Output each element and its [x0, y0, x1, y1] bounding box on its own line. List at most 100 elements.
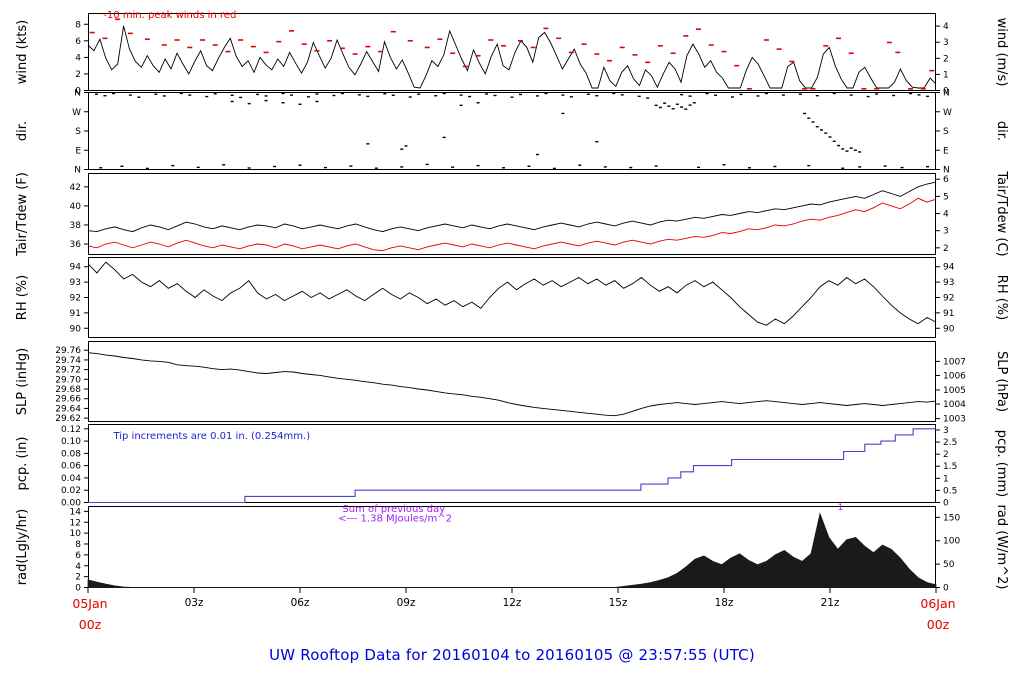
x-tick-label: 03z — [185, 597, 204, 609]
rad-left-tick-label: 2 — [75, 573, 81, 583]
rad-series-solar-radiation — [87, 512, 937, 588]
rad-right-tick-label: 50 — [943, 560, 955, 570]
temp-right-tick-label: 2 — [943, 244, 949, 254]
end-date-line2: 00z — [926, 617, 950, 632]
wind-right-tick-label: 4 — [943, 22, 949, 32]
pcp-right-tick-label: 0.5 — [943, 486, 957, 496]
slp-left-tick-label: 29.64 — [55, 404, 81, 414]
temp-right-tick-label: 6 — [943, 175, 949, 185]
rh-left-tick-label: 90 — [70, 324, 82, 334]
wind-right-tick-label: 2 — [943, 54, 949, 64]
dir-right-tick-label: S — [943, 127, 949, 137]
start-date-line2: 00z — [78, 617, 102, 632]
pcp-left-tick-label: 0.10 — [61, 437, 81, 447]
rh-right-tick-label: 94 — [943, 263, 955, 273]
dir-left-tick-label: W — [72, 108, 81, 118]
dir-left-tick-label: N — [74, 166, 81, 175]
slp-right-tick-label: 1003 — [943, 415, 966, 425]
humidity-panel: 90 91 92 93 94 90 91 92 93 94 RH (%) RH (%) — [15, 257, 1009, 338]
slp-series-sea-level-pressure — [87, 352, 937, 417]
dir-left-axis-label: dir. — [15, 121, 30, 141]
slp-left-tick-label: 29.68 — [55, 385, 81, 395]
dir-left-tick-label: S — [75, 127, 81, 137]
pcp-right-tick-label: 2 — [943, 450, 949, 460]
wind-right-tick-label: 3 — [943, 38, 949, 48]
precip-panel: 0.00 0.02 0.04 0.06 0.08 0.10 0.12 0 0.5 1 1.5 2 2.5… — [15, 424, 1009, 508]
x-tick-label: 18z — [715, 597, 734, 609]
end-date-line1: 06Jan — [920, 596, 956, 611]
dir-right-tick-label: E — [943, 146, 949, 156]
temp-plot-border — [88, 173, 936, 255]
slp-left-tick-label: 29.62 — [55, 414, 81, 424]
wind-panel: 0 2 4 6 8 0 1 2 3 4 wind (kts) wind (m/s) -10 min. p… — [15, 10, 1009, 96]
slp-right-tick-label: 1004 — [943, 400, 966, 410]
rh-left-tick-label: 93 — [70, 278, 81, 288]
slp-right-tick-label: 1006 — [943, 371, 966, 381]
rad-left-tick-label: 10 — [70, 529, 82, 539]
pcp-right-tick-label: 3 — [943, 426, 949, 436]
plot-title: UW Rooftop Data for 20160104 to 20160105… — [269, 646, 755, 664]
rh-right-axis-label: RH (%) — [994, 275, 1009, 320]
dir-right-tick-label: W — [943, 108, 952, 118]
wind-annotation: -10 min. peak winds in red — [103, 10, 236, 21]
rh-right-tick-label: 93 — [943, 278, 954, 288]
pcp-right-tick-label: 1 — [943, 474, 949, 484]
pcp-left-tick-label: 0.04 — [61, 474, 81, 484]
pcp-right-tick-label: 0 — [943, 499, 949, 508]
temp-right-axis-label: Tair/Tdew (C) — [994, 170, 1009, 256]
dir-right-axis-label: dir. — [994, 121, 1009, 141]
temp-left-tick-label: 42 — [70, 183, 81, 193]
x-tick-label: 21z — [821, 597, 840, 609]
wind-right-axis-label: wind (m/s) — [994, 18, 1009, 87]
pcp-annotation: Tip increments are 0.01 in. (0.254mm.) — [112, 431, 310, 442]
rh-right-tick-label: 92 — [943, 294, 954, 304]
x-tick-label: 12z — [503, 597, 522, 609]
slp-left-tick-label: 29.72 — [55, 366, 81, 376]
slp-right-tick-label: 1005 — [943, 386, 966, 396]
temp-right-tick-label: 4 — [943, 210, 949, 220]
rh-left-tick-label: 94 — [70, 263, 82, 273]
rad-right-tick-label: 0 — [943, 584, 949, 594]
pcp-series-precip-accum — [88, 428, 936, 504]
temp-right-tick-label: 3 — [943, 227, 949, 237]
temp-series-t-air — [87, 181, 937, 233]
slp-left-tick-label: 29.70 — [55, 375, 81, 385]
wind-left-tick-label: 4 — [75, 53, 81, 63]
temp-left-tick-label: 38 — [70, 221, 82, 231]
dir-right-tick-label: N — [943, 166, 950, 175]
x-tick-label: 09z — [397, 597, 416, 609]
rad-right-axis-label: rad (W/m^2) — [994, 505, 1009, 590]
pcp-left-tick-label: 0.02 — [61, 486, 81, 496]
slp-left-tick-label: 29.66 — [55, 395, 81, 405]
slp-left-axis-label: SLP (inHg) — [15, 348, 30, 416]
rh-right-tick-label: 90 — [943, 324, 955, 334]
dir-series-wind-direction — [94, 92, 930, 170]
temp-series-t-dew — [87, 197, 937, 252]
pcp-left-tick-label: 0.08 — [61, 449, 81, 459]
rad-left-tick-label: 0 — [75, 584, 81, 594]
rad-annotation: <--- 1.38 MJoules/m^2 — [338, 514, 452, 525]
x-tick-label: 15z — [609, 597, 628, 609]
rad-annotation: Sum of previous day — [342, 504, 445, 515]
dir-left-tick-label: N — [74, 89, 81, 99]
slp-left-tick-label: 29.74 — [55, 356, 81, 366]
dir-plot-border — [88, 92, 936, 170]
x-axis-end-date: 06Jan 00z — [903, 593, 973, 635]
rad-left-tick-label: 8 — [75, 540, 81, 550]
wind-right-tick-label: 0 — [943, 87, 949, 96]
rh-left-axis-label: RH (%) — [15, 275, 30, 320]
rad-left-tick-label: 12 — [70, 518, 81, 528]
wind-plot-border — [88, 13, 936, 91]
slp-plot-border — [88, 341, 936, 422]
wind-right-tick-label: 1 — [943, 70, 949, 80]
wind-series-wind-speed — [87, 25, 937, 89]
rh-plot-border — [88, 257, 936, 338]
rh-left-tick-label: 92 — [70, 294, 81, 304]
wind-left-tick-label: 6 — [75, 37, 81, 47]
rh-left-tick-label: 91 — [70, 309, 81, 319]
rad-left-tick-label: 6 — [75, 551, 81, 561]
temp-left-axis-label: Tair/Tdew (F) — [15, 172, 30, 257]
pcp-right-axis-label: pcp. (mm) — [994, 430, 1009, 497]
